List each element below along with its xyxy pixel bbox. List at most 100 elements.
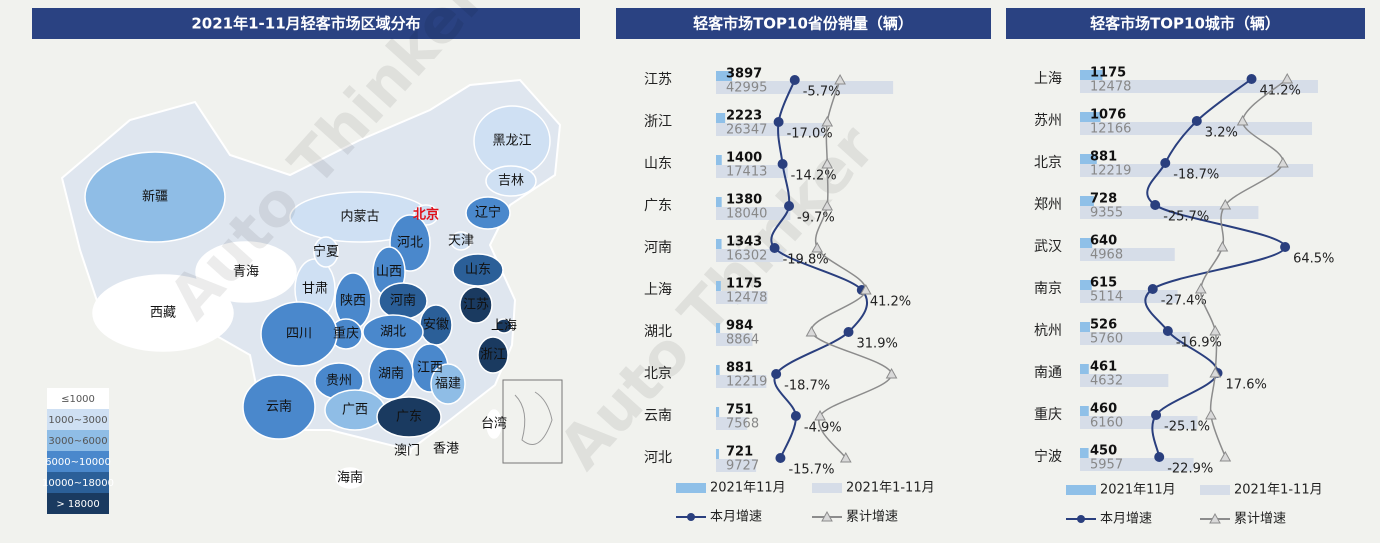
line-point (1236, 114, 1249, 126)
region-label: 澳门 (394, 443, 420, 459)
bar-value-label: 12219 (1090, 164, 1131, 179)
legend-marker (821, 510, 833, 522)
line-point (805, 325, 818, 337)
line-point (859, 283, 872, 295)
line-value-label: 41.2% (1260, 84, 1301, 99)
region-shape (260, 301, 338, 367)
bar (716, 113, 726, 123)
region-label: 香港 (433, 442, 459, 457)
line-point (1216, 240, 1229, 252)
line (810, 79, 893, 459)
bar-value-label: 1380 (726, 193, 762, 208)
legend-marker (1077, 515, 1085, 523)
line-point (821, 157, 834, 169)
region-label: 甘肃 (302, 282, 328, 297)
line-value-label: -18.7% (784, 379, 830, 394)
bar-value-label: 1175 (726, 277, 762, 292)
line-value-label: -27.4% (1161, 294, 1207, 309)
line-point (771, 369, 782, 379)
bar (716, 449, 719, 459)
bar-value-label: 984 (726, 319, 753, 334)
legend-label: 本月增速 (710, 510, 762, 525)
bar-value-label: 7568 (726, 417, 759, 432)
region-label: 安徽 (423, 318, 449, 333)
region-label: 黑龙江 (492, 134, 531, 149)
region-shape (430, 363, 466, 405)
bar (716, 365, 720, 375)
region-shape (441, 444, 451, 454)
category-label: 宁波 (1034, 448, 1062, 465)
line-point (1194, 282, 1207, 294)
bar-value-label: 751 (726, 403, 753, 418)
chart-header (1006, 8, 1365, 39)
line-point (1150, 200, 1161, 210)
line-point (1281, 72, 1294, 84)
bar-value-label: 881 (1090, 150, 1117, 165)
bar-value-label: 26347 (726, 123, 767, 138)
line-point (839, 451, 852, 463)
legend-label: 累计增速 (846, 510, 898, 525)
region-shape (402, 446, 412, 456)
line-value-label: -18.7% (1173, 168, 1219, 183)
line-point (834, 73, 846, 85)
line-point (814, 409, 826, 421)
legend-swatch (47, 430, 109, 451)
line-value-label: 3.2% (1205, 126, 1238, 141)
line-point (1151, 410, 1162, 420)
line-point (1191, 116, 1202, 126)
bar (1080, 196, 1094, 206)
region-label: 内蒙古 (340, 209, 379, 225)
line-value-label: 17.6% (1226, 378, 1267, 393)
bar-value-label: 1175 (1090, 66, 1126, 81)
inset-coast (514, 391, 553, 445)
bar-value-label: 8864 (726, 333, 759, 348)
line (770, 79, 868, 459)
region-shape (368, 348, 414, 400)
bar-value-label: 12478 (726, 291, 767, 306)
legend-label: > 18000 (56, 499, 99, 510)
category-label: 南京 (1034, 281, 1062, 297)
region-label: 上海 (491, 319, 517, 334)
legend-label: 6000~10000 (45, 457, 111, 468)
category-label: 广东 (644, 198, 672, 214)
legend-swatch (1200, 485, 1230, 495)
bar (1080, 122, 1313, 135)
region-label: 湖南 (378, 366, 404, 382)
bar-value-label: 1343 (726, 235, 762, 250)
legend-label: 10000~18000 (42, 478, 114, 489)
legend-swatch (47, 451, 109, 472)
line-value-label: -9.7% (797, 211, 835, 226)
legend-label: ≤1000 (61, 394, 95, 405)
region-shape (450, 231, 472, 251)
line-value-label: -14.2% (791, 169, 837, 184)
region-label: 重庆 (333, 326, 359, 342)
bar (1080, 164, 1314, 177)
region-label: 青海 (233, 265, 259, 280)
line-value-label: -15.7% (788, 463, 834, 478)
bar-value-label: 12219 (726, 375, 767, 390)
line-point (821, 115, 834, 127)
legend-swatch (47, 409, 109, 430)
region-label: 贵州 (326, 374, 352, 389)
line-point (843, 327, 854, 337)
bar (716, 249, 784, 262)
map-title: 2021年1-11月轻客市场区域分布 (191, 15, 420, 33)
line-point (885, 367, 898, 379)
line-point (1205, 408, 1217, 420)
legend-swatch (812, 483, 842, 493)
category-label: 河北 (644, 450, 672, 466)
region-shape (335, 467, 365, 489)
bar (1080, 238, 1093, 248)
bar-value-label: 6160 (1090, 416, 1123, 431)
bar (716, 333, 753, 346)
legend-swatch (47, 388, 109, 409)
legend-label: 2021年1-11月 (1234, 483, 1323, 498)
legend-swatch (47, 472, 109, 493)
bar (716, 71, 733, 81)
category-label: 重庆 (1034, 407, 1062, 423)
bar-value-label: 721 (726, 445, 753, 460)
bar (1080, 112, 1101, 122)
map-header (32, 8, 580, 39)
bar (716, 291, 768, 304)
